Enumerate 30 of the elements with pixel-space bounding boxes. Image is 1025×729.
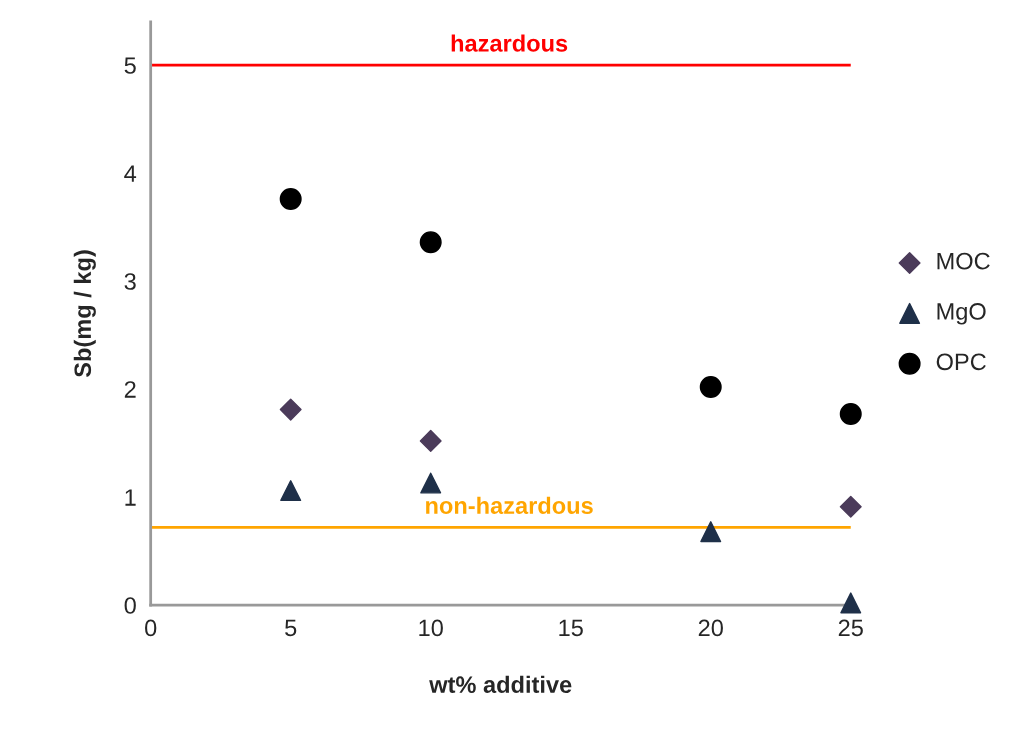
y-tick-label: 4: [124, 165, 137, 182]
point: [699, 375, 722, 398]
x-tick-label: 5: [285, 619, 297, 637]
x-tick-label: 20: [698, 619, 723, 637]
y-axis-title: Sb(mg / kg): [73, 250, 96, 378]
ref-line-label: non-hazardous: [426, 496, 593, 514]
x-tick-label: 10: [419, 619, 443, 637]
x-tick-label: 15: [559, 619, 583, 637]
point: [280, 480, 302, 502]
legend-label: MgO: [937, 303, 986, 325]
y-tick-label: 1: [125, 489, 136, 506]
point: [839, 495, 862, 518]
point: [839, 402, 862, 425]
ref-line-label: hazardous: [451, 34, 568, 52]
legend-label: MOC: [937, 252, 990, 270]
y-tick-label: 3: [124, 273, 136, 290]
point: [840, 592, 862, 614]
y-tick-label: 0: [124, 597, 136, 614]
y-tick-label: 2: [124, 381, 136, 398]
point: [700, 521, 722, 543]
x-axis-title: wt% additive: [429, 675, 572, 694]
point: [419, 231, 442, 254]
point: [420, 472, 442, 494]
point: [279, 398, 302, 421]
point: [279, 187, 302, 210]
x-tick-label: 0: [145, 619, 157, 637]
y-tick-label: 5: [124, 57, 136, 74]
point: [419, 429, 442, 452]
x-tick-label: 25: [838, 619, 863, 637]
legend-label: OPC: [936, 353, 986, 371]
